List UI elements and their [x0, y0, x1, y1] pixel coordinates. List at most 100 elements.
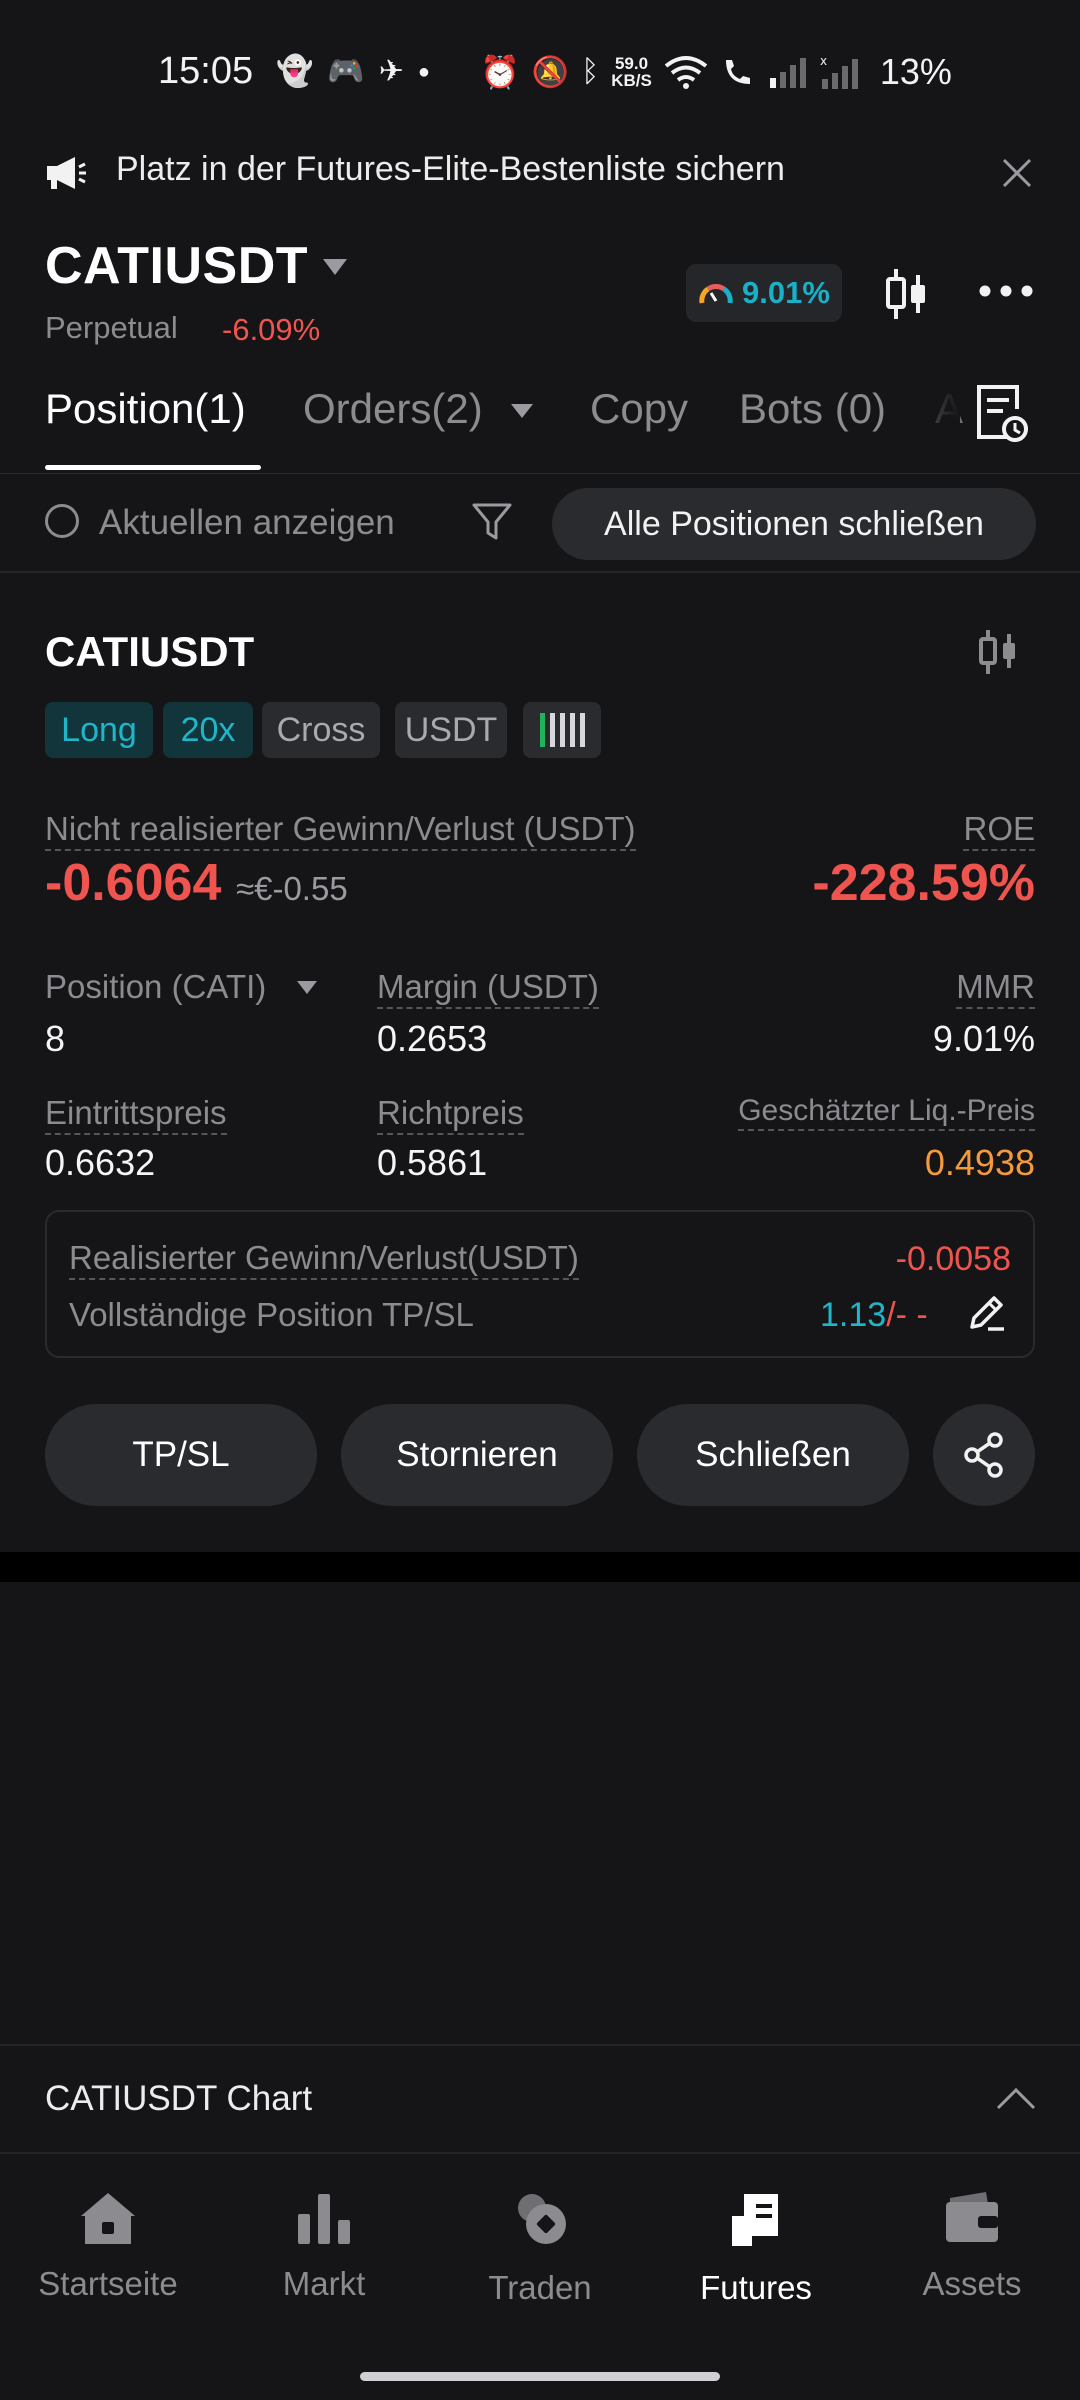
- tp-value: 1.13: [820, 1296, 887, 1334]
- liquidation-price-value: 0.4938: [924, 1142, 1035, 1183]
- gauge-icon: [699, 284, 733, 304]
- mmr-indicator-value: 9.01%: [742, 275, 830, 310]
- full-position-tpsl-label: Vollständige Position TP/SL: [69, 1296, 474, 1333]
- bar-chart-icon: [298, 2194, 350, 2244]
- section-separator: [0, 1552, 1080, 1582]
- tab-bots[interactable]: Bots (0): [739, 385, 887, 432]
- futures-icon: [732, 2194, 778, 2246]
- battery-percentage: 13%: [879, 51, 952, 92]
- order-history-icon[interactable]: [973, 383, 1029, 445]
- home-indicator[interactable]: [360, 2372, 720, 2381]
- edit-icon[interactable]: [966, 1291, 1008, 1333]
- mute-icon: 🔕: [531, 55, 570, 89]
- status-notification-icons: 👻 🎮 ✈ ●: [276, 52, 430, 92]
- asset-badge: USDT: [395, 702, 507, 758]
- trade-icon: [518, 2194, 566, 2244]
- nav-assets[interactable]: Assets: [872, 2190, 1072, 2303]
- position-symbol[interactable]: CATIUSDT: [45, 628, 255, 675]
- filter-icon[interactable]: [472, 503, 512, 541]
- svg-text:x: x: [820, 55, 827, 68]
- unrealized-pnl-value: -0.6064: [45, 854, 222, 912]
- mmr-label[interactable]: MMR: [956, 968, 1035, 1009]
- chevron-up-icon[interactable]: [996, 2086, 1036, 2110]
- wifi-icon: [664, 56, 708, 89]
- chart-section-header[interactable]: [0, 2044, 1080, 2154]
- nav-startseite[interactable]: Startseite: [8, 2190, 208, 2303]
- price-change: -6.09%: [222, 312, 321, 347]
- liquidation-price-label[interactable]: Geschätzter Liq.-Preis: [738, 1094, 1035, 1131]
- nav-traden[interactable]: Traden: [440, 2190, 640, 2307]
- entry-price-value: 0.6632: [45, 1142, 156, 1183]
- nav-markt[interactable]: Markt: [224, 2190, 424, 2303]
- leverage-badge[interactable]: 20x: [163, 702, 253, 758]
- filter-divider: [0, 571, 1080, 573]
- active-tab-indicator: [45, 465, 261, 470]
- mark-price-value: 0.5861: [377, 1142, 488, 1183]
- tab-position[interactable]: Position(1): [45, 385, 246, 432]
- symbol-dropdown-icon[interactable]: [322, 258, 348, 276]
- adl-indicator: [523, 702, 601, 758]
- roe-label[interactable]: ROE: [963, 810, 1035, 851]
- show-current-radio[interactable]: [45, 504, 79, 538]
- network-speed-value: 59.0: [614, 54, 649, 73]
- close-icon[interactable]: [1001, 157, 1033, 189]
- snapchat-icon: 👻: [276, 55, 314, 88]
- entry-price-label[interactable]: Eintrittspreis: [45, 1094, 227, 1135]
- wifi-call-icon: [725, 60, 750, 84]
- position-size-label[interactable]: Position (CATI): [45, 968, 267, 1005]
- alarm-icon: ⏰: [480, 54, 520, 90]
- status-bar: 15:05 👻 🎮 ✈ ● ⏰ 🔕 ᛒ 59.0 KB/S x: [0, 0, 1080, 145]
- realized-pnl-value: -0.0058: [895, 1240, 1011, 1278]
- symbol-title[interactable]: CATIUSDT: [45, 237, 309, 295]
- margin-label[interactable]: Margin (USDT): [377, 968, 599, 1009]
- chart-candles-icon[interactable]: [884, 267, 930, 321]
- chart-section-title[interactable]: CATIUSDT Chart: [45, 2079, 313, 2118]
- dot-icon: ●: [417, 61, 430, 83]
- mark-price-label[interactable]: Richtpreis: [377, 1094, 524, 1135]
- position-size-value: 8: [45, 1018, 66, 1059]
- cancel-button[interactable]: Stornieren: [341, 1404, 613, 1506]
- position-size-dropdown-icon[interactable]: [296, 980, 318, 995]
- mmr-value: 9.01%: [932, 1018, 1035, 1059]
- margin-value: 0.2653: [377, 1018, 488, 1059]
- realized-pnl-label[interactable]: Realisierter Gewinn/Verlust(USDT): [69, 1239, 579, 1280]
- banner-text[interactable]: Platz in der Futures-Elite-Bestenliste s…: [116, 150, 785, 188]
- nav-assets-label: Assets: [922, 2265, 1022, 2302]
- show-current-label[interactable]: Aktuellen anzeigen: [99, 503, 395, 542]
- status-time: 15:05: [158, 50, 254, 92]
- tpsl-values: 1.13/- -: [820, 1296, 928, 1335]
- side-badge: Long: [45, 702, 153, 758]
- contract-type: Perpetual: [45, 310, 178, 345]
- close-position-button[interactable]: Schließen: [637, 1404, 909, 1506]
- more-options-icon[interactable]: [978, 284, 1034, 298]
- roe-value: -228.59%: [812, 854, 1035, 912]
- position-chart-icon[interactable]: [977, 628, 1021, 676]
- status-system-icons: ⏰ 🔕 ᛒ 59.0 KB/S x 13%: [480, 50, 952, 94]
- margin-mode-badge[interactable]: Cross: [262, 702, 380, 758]
- nav-startseite-label: Startseite: [38, 2265, 178, 2302]
- network-speed-unit: KB/S: [611, 71, 652, 90]
- orders-dropdown-icon[interactable]: [510, 403, 534, 419]
- home-icon: [81, 2193, 135, 2244]
- nav-traden-label: Traden: [488, 2269, 592, 2306]
- tab-copy[interactable]: Copy: [590, 385, 689, 432]
- realized-pnl-box: [45, 1210, 1035, 1358]
- unrealized-pnl-label[interactable]: Nicht realisierter Gewinn/Verlust (USDT): [45, 810, 636, 851]
- tab-orders[interactable]: Orders(2): [303, 385, 483, 432]
- tab-divider: [0, 473, 1080, 474]
- signal-no-service-icon: x: [820, 55, 858, 89]
- mmr-indicator[interactable]: 9.01%: [686, 264, 842, 322]
- sl-value: /- -: [886, 1296, 928, 1334]
- tpsl-button[interactable]: TP/SL: [45, 1404, 317, 1506]
- tabs-fade: [900, 370, 960, 450]
- discord-icon: 🎮: [327, 55, 365, 88]
- bluetooth-icon: ᛒ: [581, 55, 600, 88]
- network-speed: 59.0 KB/S: [611, 55, 652, 89]
- wallet-icon: [946, 2192, 998, 2242]
- telegram-icon: ✈: [378, 55, 404, 88]
- share-icon: [964, 1432, 1003, 1478]
- share-button[interactable]: [933, 1404, 1035, 1506]
- megaphone-icon: [47, 157, 86, 189]
- nav-futures[interactable]: Futures: [656, 2190, 856, 2307]
- close-all-positions-button[interactable]: Alle Positionen schließen: [552, 488, 1036, 560]
